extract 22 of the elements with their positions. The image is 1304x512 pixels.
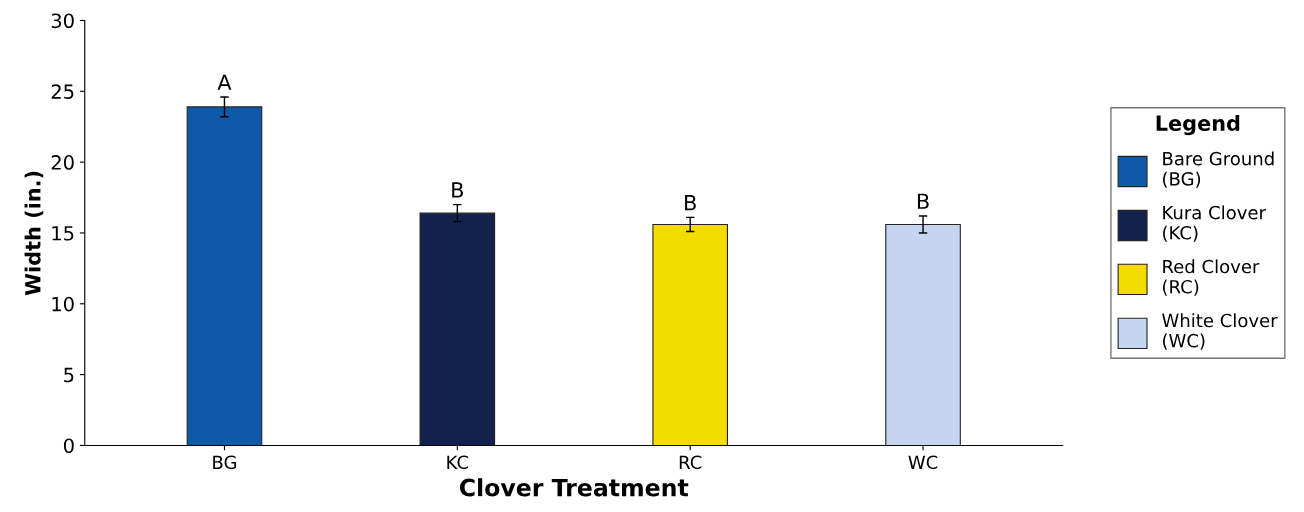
y-tick-label: 30 <box>51 13 74 29</box>
y-axis-title: Width (in.) <box>24 171 44 296</box>
y-tick-label: 25 <box>51 84 74 99</box>
y-tick-label: 20 <box>51 155 74 170</box>
annotation: B <box>452 182 463 198</box>
x-tick-label: KC <box>447 455 469 470</box>
y-tick-label: 10 <box>52 296 74 312</box>
x-tick-label: RC <box>679 455 702 470</box>
x-axis-title: Clover Treatment <box>459 478 689 497</box>
y-tick-label: 5 <box>64 367 74 383</box>
annotation: A <box>217 74 232 90</box>
legend-title: Legend <box>1156 114 1240 136</box>
legend-label: White Clover (WC) <box>1162 313 1278 350</box>
x-tick-label: BG <box>213 455 237 470</box>
x-tick-label: WC <box>908 455 938 470</box>
y-tick-label: 0 <box>63 438 74 454</box>
legend-label: Kura Clover (KC) <box>1163 205 1266 242</box>
annotation: B <box>917 193 929 209</box>
legend-label: Red Clover (RC) <box>1163 259 1260 296</box>
annotation: B <box>685 195 696 211</box>
y-tick-label: 15 <box>52 226 74 241</box>
legend-label: Bare Ground (BG) <box>1163 151 1274 188</box>
